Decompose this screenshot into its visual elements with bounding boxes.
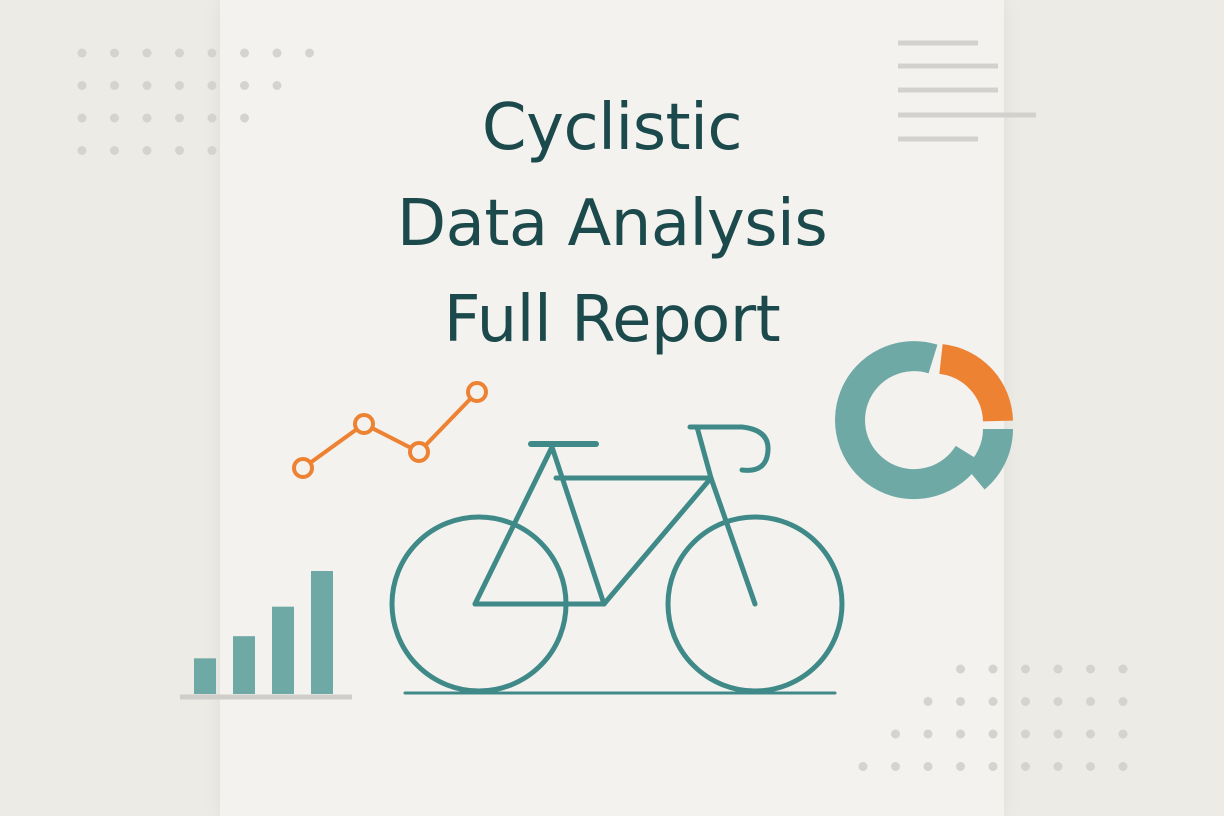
decor-dot — [272, 81, 282, 90]
decor-dot — [1053, 729, 1063, 739]
bicycle-handlebar — [687, 424, 771, 473]
decor-dot — [1021, 729, 1030, 739]
decor-dot — [240, 113, 249, 123]
bar-chart-bar — [311, 571, 333, 694]
decor-dot — [858, 762, 868, 771]
decor-dot — [923, 729, 933, 739]
bar-chart-bar — [194, 658, 216, 694]
decor-dot — [110, 113, 119, 123]
decor-dot — [1086, 762, 1095, 771]
decor-dot — [77, 113, 87, 123]
decor-dot — [142, 113, 152, 123]
decor-dot — [175, 48, 184, 58]
decor-dot — [77, 48, 87, 58]
donut-segment-teal — [835, 341, 982, 500]
decor-dot — [988, 697, 998, 706]
decor-dot — [207, 81, 217, 90]
decor-dot — [77, 81, 87, 90]
decor-dot — [110, 81, 119, 90]
dot-pattern-bottom-right — [858, 664, 1128, 771]
decor-dot — [956, 762, 965, 771]
decor-dot — [305, 48, 314, 58]
decor-dot — [175, 81, 184, 90]
decor-dot — [1021, 664, 1030, 674]
decor-dot — [1086, 697, 1095, 706]
decor-dot — [175, 146, 184, 155]
decor-dot — [923, 697, 933, 706]
decor-dot — [988, 729, 998, 739]
donut-segment-orange — [938, 344, 1013, 423]
decor-dot — [1053, 697, 1063, 706]
decor-dot — [956, 664, 965, 674]
decor-dot — [1118, 697, 1128, 706]
bicycle-front-wheel — [665, 514, 845, 694]
decor-dot — [175, 113, 184, 123]
decor-dot — [110, 146, 119, 155]
decor-dot — [142, 146, 152, 155]
title-line-2: Data Analysis — [396, 187, 828, 261]
decor-dot — [1118, 762, 1128, 771]
decor-dot — [923, 762, 933, 771]
donut-segment-teal-small — [964, 428, 1013, 490]
bicycle-icon — [389, 424, 845, 695]
title-line-3: Full Report — [443, 283, 781, 357]
decor-dot — [1021, 762, 1030, 771]
decor-dot — [207, 113, 217, 123]
decor-dot — [240, 48, 249, 58]
decor-dot — [891, 729, 900, 739]
decor-dot — [1086, 664, 1095, 674]
report-page — [220, 0, 1004, 816]
text-lines-icon — [898, 40, 1036, 142]
decor-dot — [988, 762, 998, 771]
decor-dot — [1053, 664, 1063, 674]
decor-dot — [1021, 697, 1030, 706]
bar-chart-bar — [233, 636, 255, 694]
bar-chart-bar — [272, 606, 294, 694]
decor-dot — [1118, 664, 1128, 674]
decor-dot — [142, 48, 152, 58]
line-chart-icon — [292, 381, 488, 479]
decor-dot — [1053, 762, 1063, 771]
bar-chart-icon — [180, 571, 352, 700]
decor-dot — [77, 146, 87, 155]
decor-dot — [272, 48, 282, 58]
decor-dot — [988, 664, 998, 674]
decor-dot — [207, 146, 217, 155]
decor-dot — [110, 48, 119, 58]
dot-pattern-top-left — [77, 48, 314, 155]
decor-dot — [891, 762, 900, 771]
decor-dot — [1118, 729, 1128, 739]
title-line-1: Cyclistic — [481, 91, 743, 165]
report-title: Cyclistic Data Analysis Full Report — [220, 80, 1004, 368]
decor-dot — [1086, 729, 1095, 739]
decor-dot — [142, 81, 152, 90]
decor-dot — [956, 697, 965, 706]
decor-dot — [956, 729, 965, 739]
decor-dot — [240, 81, 249, 90]
donut-chart-icon — [835, 341, 1013, 500]
decor-dot — [207, 48, 217, 58]
